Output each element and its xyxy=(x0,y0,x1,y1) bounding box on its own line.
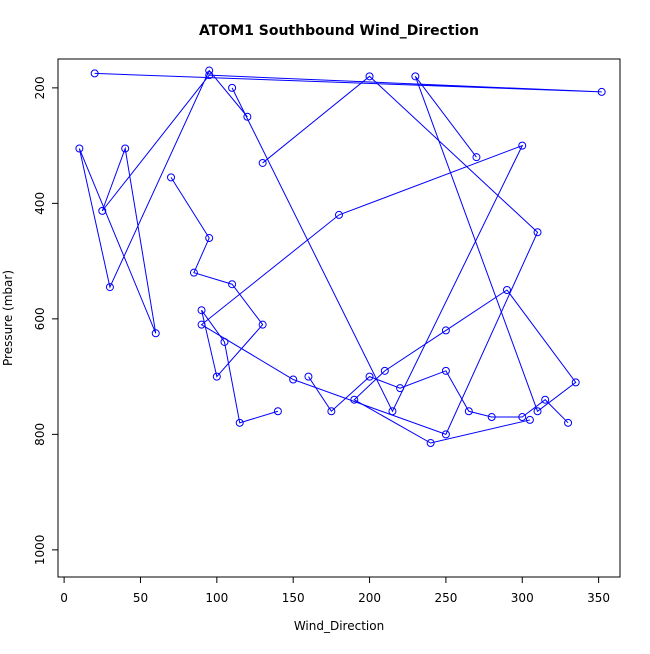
data-point xyxy=(258,158,267,167)
x-tick-label: 350 xyxy=(587,591,610,605)
data-point xyxy=(441,366,450,375)
data-point xyxy=(525,415,534,424)
data-point xyxy=(121,144,130,153)
data-point xyxy=(167,173,176,182)
series-5 xyxy=(167,173,282,427)
data-point xyxy=(396,384,405,393)
series-2 xyxy=(197,72,542,439)
data-point xyxy=(411,72,420,81)
x-tick-label: 100 xyxy=(205,591,228,605)
data-point xyxy=(502,285,511,294)
x-tick-label: 50 xyxy=(133,591,148,605)
data-point xyxy=(380,366,389,375)
data-point xyxy=(533,407,542,416)
data-point xyxy=(105,283,114,292)
data-point xyxy=(98,206,107,215)
data-point xyxy=(75,144,84,153)
x-axis-ticks: 0 50 100 150 200 250 300 350 xyxy=(60,577,610,605)
data-point xyxy=(533,228,542,237)
data-point xyxy=(365,72,374,81)
y-tick-label: 600 xyxy=(33,307,47,330)
series-line xyxy=(308,370,569,424)
data-point xyxy=(205,234,214,243)
series-1 xyxy=(75,66,606,338)
series-line xyxy=(170,177,279,424)
series-line xyxy=(353,76,577,444)
data-point xyxy=(571,378,580,387)
data-point xyxy=(541,395,550,404)
y-tick-label: 400 xyxy=(33,192,47,215)
data-point xyxy=(472,153,481,162)
data-point xyxy=(189,268,198,277)
data-point xyxy=(335,210,343,219)
x-tick-label: 150 xyxy=(282,591,305,605)
data-point xyxy=(597,87,606,96)
data-point xyxy=(220,337,229,346)
series-line xyxy=(200,75,539,435)
data-point xyxy=(365,372,374,381)
data-point xyxy=(205,66,214,75)
data-point xyxy=(464,407,473,416)
data-point xyxy=(564,418,573,427)
data-point xyxy=(441,326,450,335)
data-point xyxy=(350,395,359,404)
data-point xyxy=(388,407,397,416)
x-tick-label: 200 xyxy=(358,591,381,605)
data-point xyxy=(212,372,221,381)
data-point xyxy=(426,439,435,448)
data-point xyxy=(518,413,527,422)
data-point xyxy=(273,407,282,416)
data-point xyxy=(327,407,336,416)
data-point xyxy=(441,430,450,439)
data-point xyxy=(197,306,206,315)
data-marks xyxy=(75,66,606,448)
x-tick-label: 0 xyxy=(60,591,68,605)
y-axis-ticks: 200 400 600 800 1000 xyxy=(33,76,58,565)
data-point xyxy=(518,141,527,150)
data-point xyxy=(304,372,313,381)
data-point xyxy=(487,413,496,422)
series-4 xyxy=(304,366,573,427)
data-point xyxy=(228,280,237,289)
y-tick-label: 200 xyxy=(33,76,47,99)
y-tick-label: 800 xyxy=(33,423,47,446)
data-point xyxy=(90,69,99,78)
series-line xyxy=(78,69,602,334)
data-point xyxy=(289,375,298,384)
series-3 xyxy=(350,72,580,448)
data-point xyxy=(151,329,160,338)
y-tick-label: 1000 xyxy=(33,535,47,566)
data-point xyxy=(235,418,244,427)
x-axis-label: Wind_Direction xyxy=(294,619,384,633)
data-point xyxy=(243,112,252,121)
x-tick-label: 250 xyxy=(434,591,457,605)
data-point xyxy=(228,83,237,92)
data-point xyxy=(258,320,267,329)
chart-title: ATOM1 Southbound Wind_Direction xyxy=(199,23,479,39)
data-point xyxy=(205,71,214,80)
y-axis-label: Pressure (mbar) xyxy=(1,270,15,366)
x-tick-label: 300 xyxy=(511,591,534,605)
